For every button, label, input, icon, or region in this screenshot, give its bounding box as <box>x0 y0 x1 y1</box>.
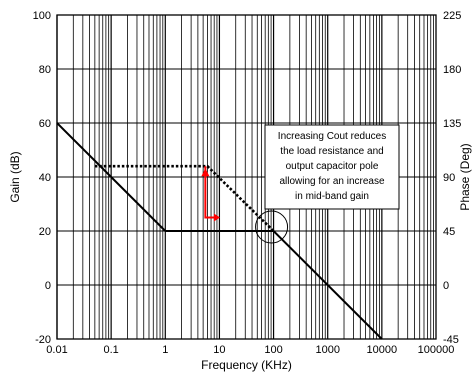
series-line <box>56 122 383 340</box>
x-tick-label: 10 <box>213 344 225 356</box>
annotation-box <box>264 124 400 210</box>
y2-tick-label: -45 <box>443 334 459 346</box>
y2-tick-label: 135 <box>443 118 461 130</box>
x-tick-label: 1000 <box>315 344 339 356</box>
y-axis-title: Gain (dB) <box>8 151 22 202</box>
x-axis-title: Frequency (KHz) <box>201 358 292 372</box>
y2-tick-label: 90 <box>443 172 455 184</box>
x-tick-label: 1 <box>162 344 168 356</box>
y-tick-label: 0 <box>45 280 51 292</box>
highlight-markers <box>201 168 289 244</box>
x-tick-label: 10000 <box>367 344 398 356</box>
y-tick-label: 60 <box>39 118 51 130</box>
plot-frame <box>56 14 437 340</box>
annotation: Increasing Cout reduces the load resistan… <box>264 124 400 210</box>
annotation-line: the load resistance and <box>280 146 383 157</box>
x-tick-label: 100 <box>264 344 282 356</box>
y-tick-label: 20 <box>39 226 51 238</box>
red-arrowhead <box>201 168 210 177</box>
y-tick-label: 40 <box>39 172 51 184</box>
y2-tick-label: 45 <box>443 226 455 238</box>
y2-axis-title: Phase (Deg) <box>458 143 472 210</box>
x-tick-label: 0.1 <box>103 344 118 356</box>
x-tick-label: 0.01 <box>46 344 67 356</box>
annotation-line: output capacitor pole <box>286 161 379 172</box>
y2-tick-label: 180 <box>443 64 461 76</box>
series-line <box>94 164 275 232</box>
y2-tick-label: 0 <box>443 280 449 292</box>
series-line <box>204 166 217 219</box>
highlight-circle <box>255 210 289 244</box>
y2-tick-label: 225 <box>443 10 461 22</box>
y-tick-label: 100 <box>33 10 51 22</box>
red-arrowhead <box>213 213 220 222</box>
tick-labels: 0.01 0.1 1 10 100 1000 10000 100000-20020406080… <box>33 10 462 356</box>
annotation-line: allowing for an increase <box>279 176 384 187</box>
annotation-line: Increasing Cout reduces <box>278 131 386 142</box>
x-tick-label: 100000 <box>418 344 455 356</box>
series-lines <box>56 122 383 340</box>
grid-lines <box>56 14 437 340</box>
annotation-line: in mid-band gain <box>295 191 369 202</box>
y-tick-label: -20 <box>35 334 51 346</box>
y-tick-label: 80 <box>39 64 51 76</box>
